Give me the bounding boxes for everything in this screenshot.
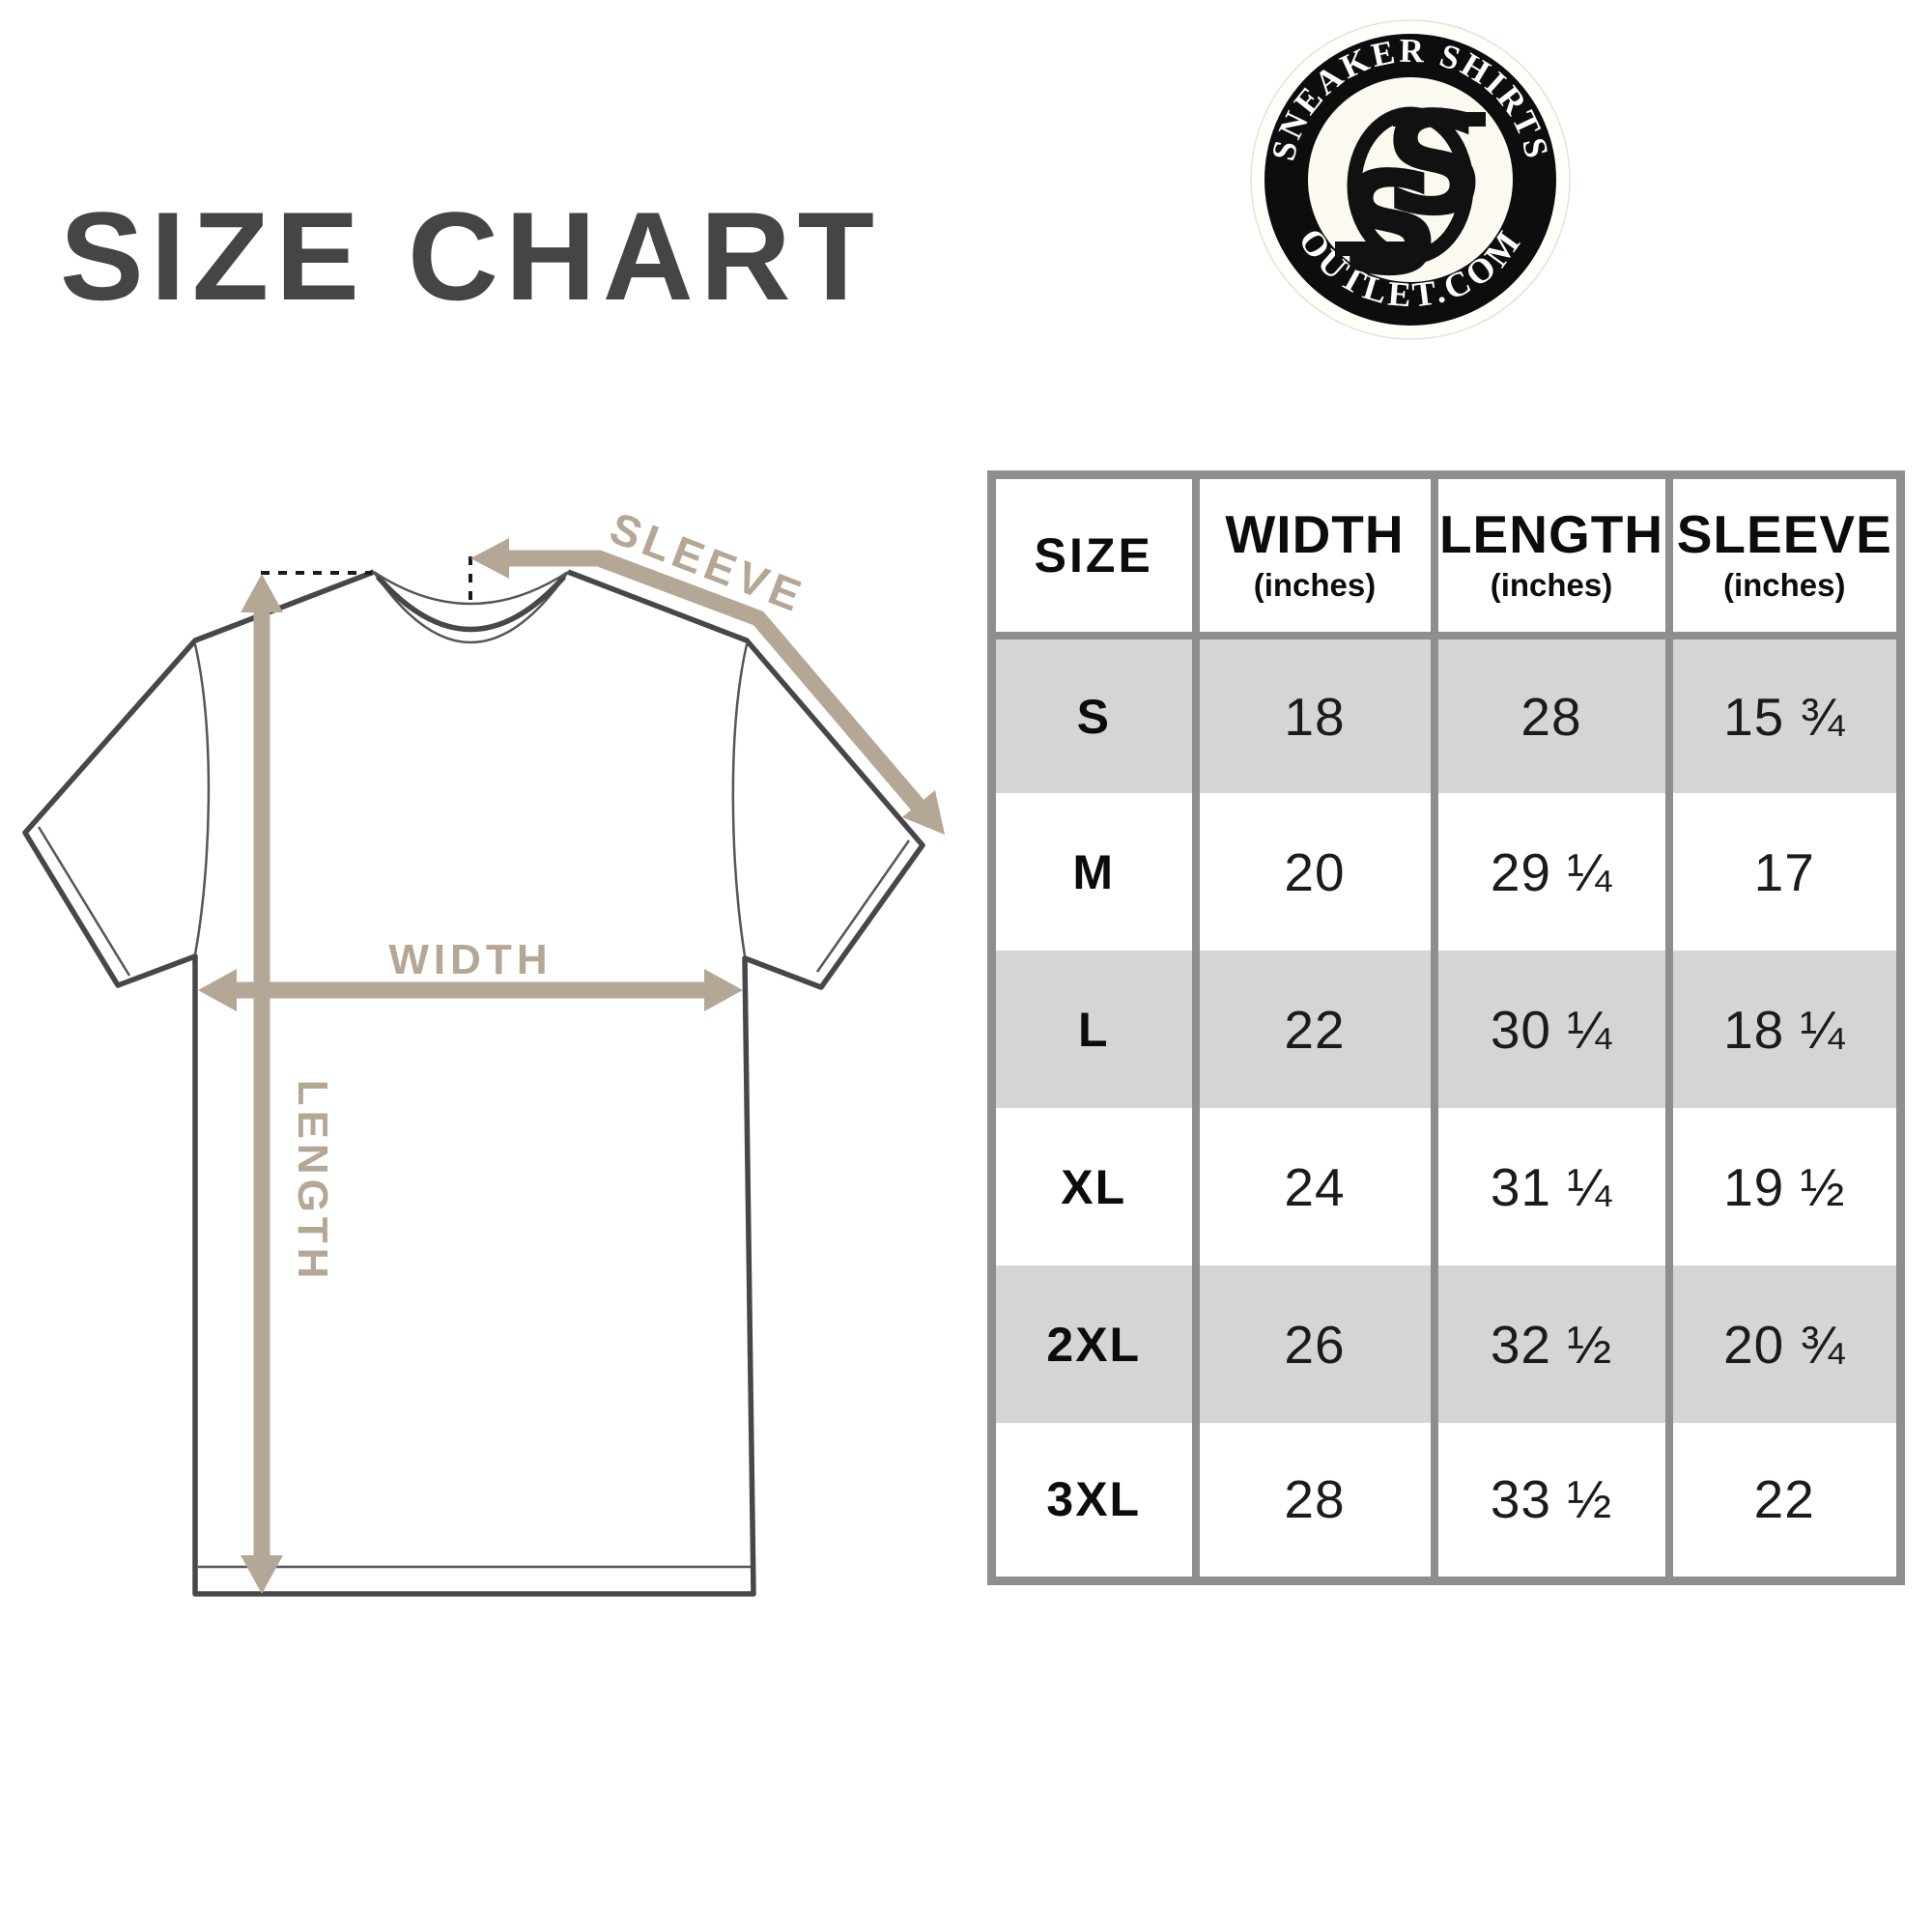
size-chart-table: SIZE WIDTH (inches) LENGTH (inches) SLEE… [987,470,1905,1585]
col-header-length-unit: (inches) [1490,566,1613,603]
col-header-width-label: WIDTH [1225,504,1405,565]
armhole-seam-right [731,643,749,957]
size-chart-header: SIZE WIDTH (inches) LENGTH (inches) SLEE… [991,474,1901,639]
sleeve-cell: 19 ½ [1723,1156,1846,1217]
length-cell: 33 ½ [1434,1423,1673,1580]
length-arrow [241,574,283,1594]
header-row: SIZE WIDTH (inches) LENGTH (inches) SLEE… [991,474,1901,639]
sleeve-arrow [470,538,945,835]
tshirt-body-fill [25,572,923,1594]
table-row-3xl: 3XL 28 33 ½ 22 [991,1423,1901,1580]
col-header-length-label: LENGTH [1438,504,1664,565]
sleeve-cell: 15 ¾ [1668,636,1901,793]
collar-back-curve [373,570,569,606]
sleeve-stitch-right [815,839,911,973]
sleeve-arrowhead-end-icon [902,790,945,835]
width-cell: 24 [1195,1108,1438,1265]
table-row-l: L 22 30 ¼ 18 ¼ [991,951,1901,1108]
width-cell: 28 [1195,1423,1438,1580]
width-cell: 26 [1195,1265,1438,1423]
sleeve-cell: 22 [1753,1469,1815,1530]
sleeve-arrowhead-left-icon [470,538,509,579]
col-header-sleeve-label: SLEEVE [1676,504,1892,565]
sleeve-cell: 17 [1753,841,1815,902]
collar-inner-curve [375,575,567,633]
col-header-size-label: SIZE [1034,527,1153,582]
size-cell: L [991,951,1200,1108]
logo-ss-monogram-icon: S S [1335,81,1486,307]
length-arrowhead-up-icon [241,574,283,612]
col-header-sleeve: SLEEVE (inches) [1668,474,1901,639]
col-header-sleeve-unit: (inches) [1722,566,1846,603]
length-cell: 28 [1434,636,1673,793]
width-cell: 22 [1195,951,1438,1108]
length-arrowhead-down-icon [241,1555,283,1594]
table-row-xl: XL 24 31 ¼ 19 ½ [991,1108,1901,1265]
armhole-seam-left [193,643,211,955]
length-cell: 29 ¼ [1434,793,1673,951]
size-cell: 2XL [991,1265,1200,1423]
monogram-s-lower: S [1339,141,1442,307]
monogram-bottom-bar [1335,242,1428,256]
width-cell: 20 [1195,793,1438,951]
width-arrow [198,969,743,1011]
width-arrowhead-right-icon [704,969,743,1011]
length-label: LENGTH [289,1080,336,1284]
brand-logo-badge: SNEAKER SHIRTS OUTLET.COM S S [1250,19,1571,340]
monogram-top-bar [1393,112,1486,127]
monogram-s-upper: S [1383,81,1487,247]
page-title: SIZE CHART [60,185,881,327]
width-arrowhead-left-icon [198,969,237,1011]
length-cell: 31 ¼ [1434,1108,1673,1265]
tshirt-outline [22,569,925,1597]
width-label: WIDTH [388,936,552,983]
size-cell: M [991,793,1200,951]
sleeve-stitch-left [37,826,131,977]
brand-logo: SNEAKER SHIRTS OUTLET.COM S S [1248,17,1573,342]
length-cell: 32 ½ [1434,1265,1673,1423]
width-cell: 18 [1195,636,1438,793]
size-cell: XL [991,1108,1200,1265]
col-header-width-unit: (inches) [1253,566,1377,603]
table-row-m: M 20 29 ¼ 17 [991,793,1901,951]
col-header-width: WIDTH (inches) [1195,474,1438,639]
size-cell: S [991,636,1200,793]
size-cell: 3XL [991,1423,1200,1580]
table-row-s: S 18 28 15 ¾ [991,636,1901,793]
collar-outer-curve [372,571,570,644]
sleeve-cell: 18 ¼ [1668,951,1901,1108]
col-header-size: SIZE [991,474,1200,639]
sleeve-cell: 20 ¾ [1668,1265,1901,1423]
length-cell: 30 ¼ [1434,951,1673,1108]
table-row-2xl: 2XL 26 32 ½ 20 ¾ [991,1265,1901,1423]
col-header-length: LENGTH (inches) [1434,474,1673,639]
